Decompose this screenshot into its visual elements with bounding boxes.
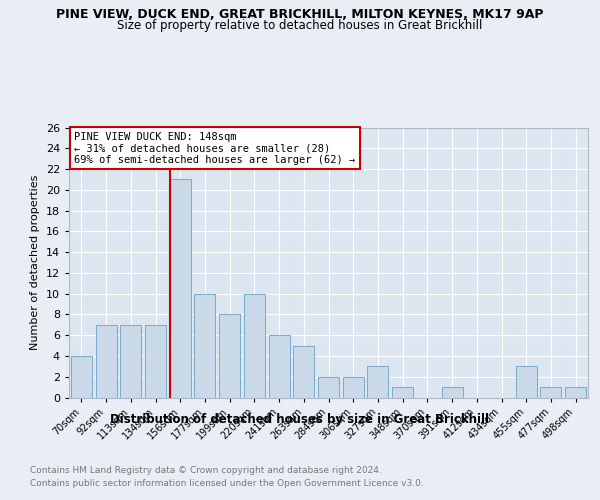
Bar — [565, 387, 586, 398]
Bar — [367, 366, 388, 398]
Bar — [120, 325, 141, 398]
Bar — [95, 325, 116, 398]
Text: Size of property relative to detached houses in Great Brickhill: Size of property relative to detached ho… — [118, 18, 482, 32]
Bar — [71, 356, 92, 398]
Text: PINE VIEW, DUCK END, GREAT BRICKHILL, MILTON KEYNES, MK17 9AP: PINE VIEW, DUCK END, GREAT BRICKHILL, MI… — [56, 8, 544, 20]
Bar — [516, 366, 537, 398]
Text: PINE VIEW DUCK END: 148sqm
← 31% of detached houses are smaller (28)
69% of semi: PINE VIEW DUCK END: 148sqm ← 31% of deta… — [74, 132, 355, 165]
Bar — [269, 335, 290, 398]
Bar — [293, 346, 314, 398]
Text: Contains HM Land Registry data © Crown copyright and database right 2024.: Contains HM Land Registry data © Crown c… — [30, 466, 382, 475]
Bar — [244, 294, 265, 398]
Bar — [541, 387, 562, 398]
Y-axis label: Number of detached properties: Number of detached properties — [30, 175, 40, 350]
Bar — [170, 180, 191, 398]
Text: Contains public sector information licensed under the Open Government Licence v3: Contains public sector information licen… — [30, 479, 424, 488]
Bar — [442, 387, 463, 398]
Bar — [318, 376, 339, 398]
Bar — [343, 376, 364, 398]
Bar — [145, 325, 166, 398]
Bar — [219, 314, 240, 398]
Bar — [194, 294, 215, 398]
Text: Distribution of detached houses by size in Great Brickhill: Distribution of detached houses by size … — [110, 412, 490, 426]
Bar — [392, 387, 413, 398]
